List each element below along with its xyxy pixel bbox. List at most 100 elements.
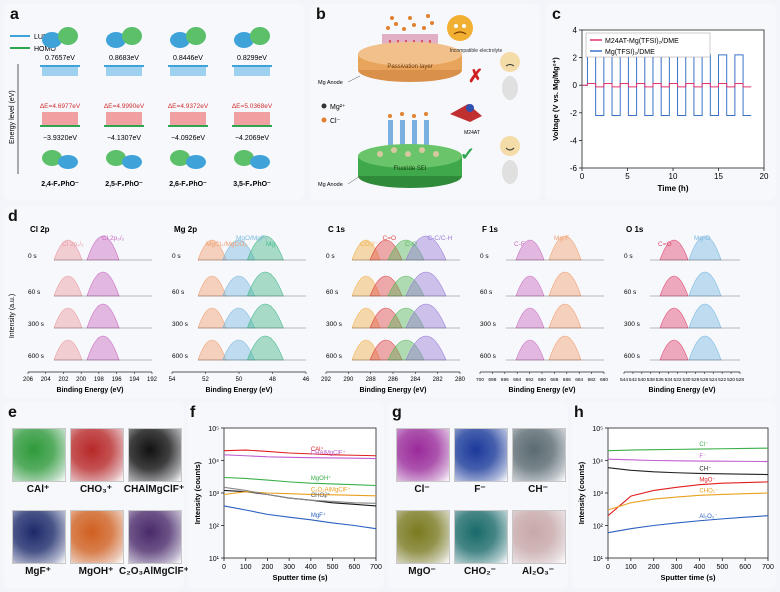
x-tick-label: 46 [303, 377, 310, 383]
panel-label-e: e [8, 404, 17, 421]
x-tick-label: 15 [714, 172, 723, 181]
legend-label: Mg(TFSI)₂/DME [605, 49, 655, 56]
series-line [607, 458, 769, 463]
chart-h: 0 100 200 300 400 500 600 700 10¹ 10² 10³ 10⁴ 10⁵ Spu… [577, 426, 774, 582]
hero-icon [450, 104, 482, 122]
series-line [223, 449, 377, 457]
x-tick-label: 688 [550, 377, 558, 383]
peak-label: Mg [266, 241, 275, 248]
gap-value: ΔE=4.9372eV [168, 103, 209, 110]
cl-ion-legend: Cl⁻ [330, 118, 341, 125]
x-tick-label: 692 [526, 377, 534, 383]
lumo-orbital-lobe [42, 32, 62, 48]
mg-anode-bottom-pointer [347, 175, 361, 185]
tof-sims-3d-cube [396, 510, 450, 564]
x-tick-label: 300 [671, 564, 683, 571]
peak-fill [688, 271, 722, 297]
time-label: 300 s [172, 321, 189, 328]
series-label: MgF⁺ [311, 512, 326, 519]
peak-label: Cl 2p₃/₂ [102, 235, 125, 242]
gap-value: ΔE=5.0368eV [232, 103, 273, 110]
x-tick-label: 680 [600, 377, 608, 383]
molecule-name: 2,5-F₂PhO⁻ [105, 181, 143, 188]
y-tick-label: 10² [593, 524, 604, 531]
series-line [223, 486, 377, 504]
x-tick-label: 400 [694, 564, 706, 571]
x-tick-label: 286 [388, 377, 399, 383]
cube-label: MgO⁻ [408, 566, 436, 577]
x-tick-label: 0 [222, 564, 226, 571]
energy-axis-label: Energy level (eV) [9, 90, 16, 144]
homo-orbital-lobe [234, 150, 254, 166]
peak-fill [515, 307, 545, 329]
cube-label: MgF⁺ [25, 566, 51, 577]
x-tick-label: 5 [625, 172, 630, 181]
spectrum-title: O 1s [626, 225, 644, 234]
peak-fill [197, 275, 227, 297]
lumo-orbital-lobe [58, 27, 78, 45]
series-label: F⁻ [699, 454, 706, 460]
peak-fill [405, 235, 447, 261]
peak-fill [515, 275, 545, 297]
series-line [607, 467, 769, 476]
panel-label-c: c [552, 6, 561, 23]
x-tick-label: 500 [327, 564, 339, 571]
x-tick-label: 686 [563, 377, 571, 383]
tof-sims-3d-cube [70, 428, 124, 482]
passivation-stack [358, 14, 462, 82]
cube-label: Al₂O₃⁻ [521, 566, 555, 577]
x-tick-label: 192 [147, 377, 158, 383]
panel-label-h: h [574, 404, 584, 421]
time-label: 300 s [624, 321, 641, 328]
time-label: 300 s [480, 321, 497, 328]
tof-sims-3d-cube [12, 510, 66, 564]
x-axis-label: Binding Energy (eV) [509, 387, 576, 394]
mg-anode-bottom-label: Mg Anode [318, 182, 343, 188]
cube-label: C₂O₃AlMgClF⁺ [119, 566, 189, 577]
lumo-orbital-lobe [106, 32, 126, 48]
y-axis-label: Voltage (V vs. Mg/Mg²⁺) [551, 57, 560, 141]
x-tick-label: 292 [321, 377, 332, 383]
peak-label: C-C/C-H [428, 235, 453, 242]
homo-value: −3.9320eV [43, 135, 77, 142]
x-tick-label: 50 [236, 377, 243, 383]
hero-label: M24AT [464, 130, 480, 136]
time-label: 0 s [326, 253, 335, 260]
panel-label-f: f [190, 404, 196, 421]
series-line [223, 491, 377, 497]
series-line [607, 447, 769, 452]
panel-label-b: b [316, 6, 326, 23]
legend-box [585, 32, 711, 58]
x-tick-label: 54 [169, 377, 176, 383]
peak-fill [659, 275, 689, 297]
homo-orbital-lobe [122, 155, 142, 169]
lumo-bar [106, 66, 142, 76]
peak-label: MgO/MgF₂ [236, 235, 268, 242]
x-tick-label: 542 [629, 377, 637, 383]
tof-sims-3d-cube [70, 510, 124, 564]
peak-fill [659, 339, 689, 361]
x-tick-label: 696 [501, 377, 509, 383]
molecule-name: 2,6-F₂PhO⁻ [169, 181, 207, 188]
time-label: 600 s [172, 353, 189, 360]
peak-fill [53, 275, 83, 297]
spectrum-title: C 1s [328, 225, 345, 234]
lumo-orbital-lobe [122, 27, 142, 45]
plot-frame [607, 427, 769, 559]
x-tick-label: 536 [656, 377, 664, 383]
peak-fill [405, 335, 447, 361]
tof-sims-3d-cube [512, 510, 566, 564]
homo-orbital-lobe [58, 155, 78, 169]
time-label: 600 s [28, 353, 45, 360]
peak-label: Mg-O [694, 235, 710, 242]
time-label: 600 s [480, 353, 497, 360]
cl-ion-dot [321, 117, 327, 123]
incompatible-electrolyte-label: Incompatible electrolyte [450, 48, 503, 54]
time-label: 600 s [326, 353, 343, 360]
x-tick-label: 524 [709, 377, 717, 383]
spectrum-title: F 1s [482, 225, 499, 234]
x-tick-label: 198 [94, 377, 105, 383]
x-tick-label: 200 [76, 377, 87, 383]
x-tick-label: 200 [648, 564, 660, 571]
series-line [223, 476, 377, 487]
